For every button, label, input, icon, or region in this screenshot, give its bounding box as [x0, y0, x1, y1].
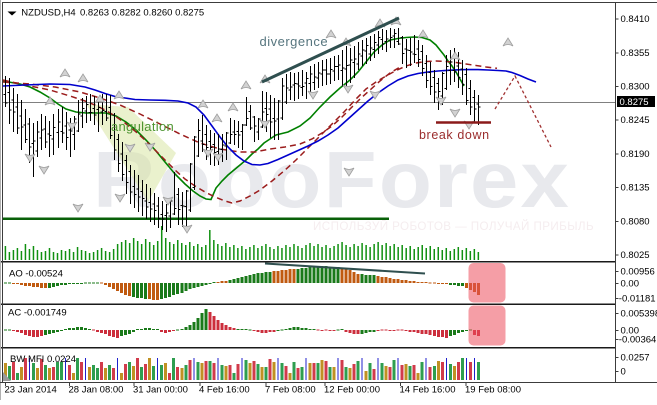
- svg-text:break down: break down: [419, 128, 490, 142]
- svg-text:-0.00364: -0.00364: [619, 335, 657, 346]
- svg-text:0.8275: 0.8275: [620, 97, 649, 108]
- svg-text:23 Jan 2014: 23 Jan 2014: [5, 385, 57, 396]
- svg-text:28 Jan 08:00: 28 Jan 08:00: [69, 385, 124, 396]
- svg-text:0.8263 0.8282 0.8260 0.8275: 0.8263 0.8282 0.8260 0.8275: [80, 8, 204, 19]
- svg-text:divergence: divergence: [260, 34, 329, 49]
- svg-text:0.8245: 0.8245: [621, 115, 650, 126]
- svg-text:ИСПОЛЬЗУЙ РОБОТОВ — ПОЛУЧАЙ ПР: ИСПОЛЬЗУЙ РОБОТОВ — ПОЛУЧАЙ ПРИБЫЛЬ: [313, 220, 594, 233]
- svg-text:0.8300: 0.8300: [621, 82, 650, 93]
- svg-text:0.8080: 0.8080: [621, 216, 650, 227]
- svg-text:NZDUSD,H4: NZDUSD,H4: [21, 8, 75, 19]
- svg-text:0: 0: [621, 367, 626, 378]
- svg-text:AC -0.001749: AC -0.001749: [8, 308, 67, 319]
- svg-text:0.0257: 0.0257: [621, 353, 650, 364]
- svg-text:0.8410: 0.8410: [621, 14, 650, 25]
- svg-text:14 Feb 16:00: 14 Feb 16:00: [400, 385, 456, 396]
- svg-text:12 Feb 00:00: 12 Feb 00:00: [324, 385, 380, 396]
- svg-text:0.005398: 0.005398: [621, 309, 657, 320]
- svg-text:-0.01181: -0.01181: [619, 294, 656, 305]
- svg-text:BW MFI 0.0224: BW MFI 0.0224: [10, 354, 76, 365]
- svg-text:0.8025: 0.8025: [621, 250, 650, 261]
- svg-text:0.8355: 0.8355: [621, 48, 650, 59]
- svg-text:0.00956: 0.00956: [621, 267, 655, 278]
- svg-text:4 Feb 16:00: 4 Feb 16:00: [199, 385, 250, 396]
- svg-text:7 Feb 08:00: 7 Feb 08:00: [265, 385, 316, 396]
- svg-text:0.8135: 0.8135: [621, 183, 650, 194]
- svg-text:0.8190: 0.8190: [621, 149, 650, 160]
- svg-text:angulation: angulation: [111, 119, 174, 134]
- svg-text:31 Jan 00:00: 31 Jan 00:00: [133, 385, 188, 396]
- svg-text:AO -0.00524: AO -0.00524: [9, 269, 63, 280]
- svg-text:0.00: 0.00: [621, 279, 640, 290]
- svg-text:19 Feb 08:00: 19 Feb 08:00: [465, 385, 521, 396]
